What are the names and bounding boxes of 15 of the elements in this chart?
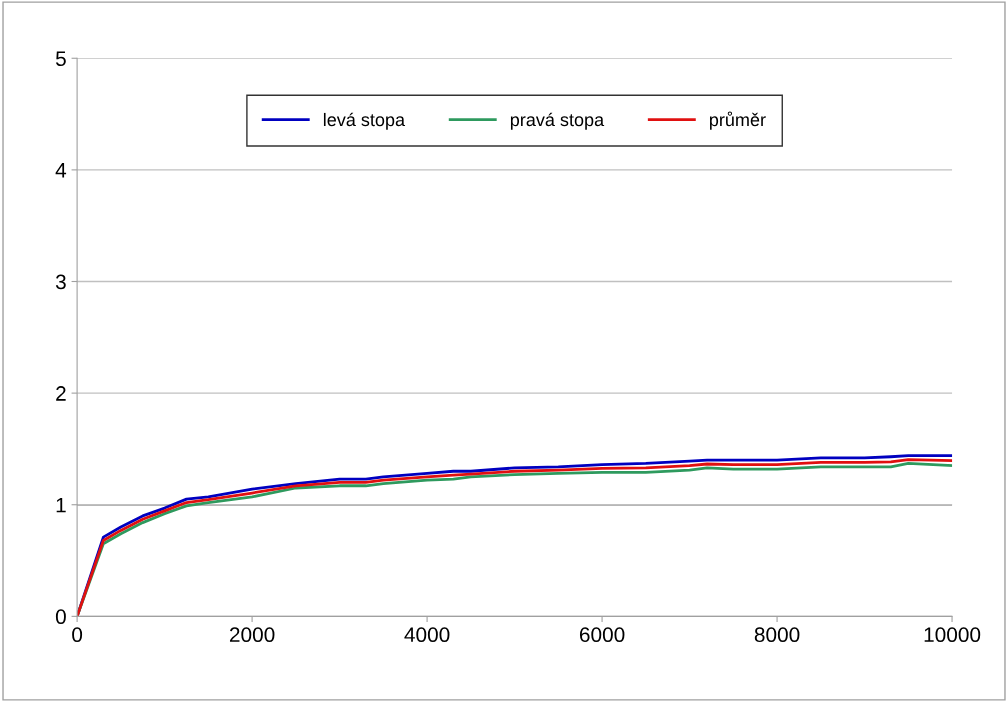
y-tick-label: 3 — [55, 274, 66, 290]
x-tick-label: 4000 — [404, 627, 450, 643]
x-tick-label: 6000 — [579, 627, 625, 643]
legend-label: levá stopa — [323, 112, 406, 130]
y-tick-label: 1 — [56, 497, 66, 513]
x-tick-label: 2000 — [229, 627, 275, 643]
x-tick-label: 0 — [72, 627, 83, 643]
x-tick-label: 10000 — [924, 627, 981, 643]
y-tick-label: 5 — [55, 51, 66, 67]
y-tick-label: 0 — [55, 609, 66, 625]
legend-label: pravá stopa — [510, 112, 605, 130]
y-tick-label: 2 — [56, 386, 66, 401]
y-tick-label: 4 — [55, 163, 67, 178]
legend-label: průměr — [709, 111, 766, 130]
x-tick-label: 8000 — [754, 627, 800, 643]
